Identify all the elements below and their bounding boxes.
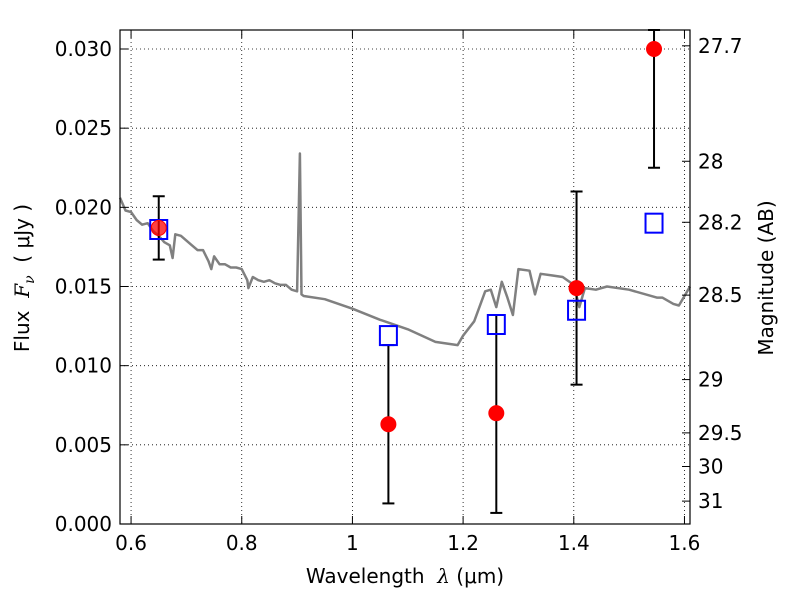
y-tick-label: 0.015 <box>55 275 112 299</box>
model-photometry-square <box>567 299 587 321</box>
mag-tick-label: 28.2 <box>698 210 743 234</box>
x-tick-label: 0.6 <box>115 531 147 555</box>
x-tick-label: 1 <box>346 531 359 555</box>
sed-layer <box>118 152 692 347</box>
mag-tick-label: 28 <box>698 149 723 173</box>
model-photometry-square <box>378 325 398 347</box>
y-tick-label: 0.020 <box>55 195 112 219</box>
plot-frame <box>119 29 691 525</box>
observed-flux-point <box>150 219 167 236</box>
x-tick-label: 1.2 <box>447 531 479 555</box>
x-axis-title: Wavelength λ (μm) <box>306 564 504 588</box>
marker-layer <box>149 41 664 433</box>
observed-flux-point <box>646 41 663 57</box>
sed-model-line <box>118 152 692 347</box>
y-tick-label: 0.030 <box>55 37 112 61</box>
y2-axis-title: Magnitude (AB) <box>754 200 778 355</box>
x-tick-label: 1.6 <box>669 531 701 555</box>
mag-tick-label: 27.7 <box>698 34 743 58</box>
model-photometry-square <box>486 314 506 335</box>
mag-tick-label: 28.5 <box>698 283 743 307</box>
y-tick-label: 0.000 <box>55 512 112 536</box>
observed-flux-point <box>380 416 397 433</box>
observed-flux-point <box>488 405 505 422</box>
model-photometry-square <box>644 212 664 234</box>
y-tick-label: 0.010 <box>55 354 112 378</box>
y-tick-label: 0.025 <box>55 116 112 140</box>
y-tick-label: 0.005 <box>55 433 112 457</box>
mag-tick-label: 29 <box>698 368 723 392</box>
x-tick-label: 1.4 <box>558 531 590 555</box>
y-axis-title: Flux Fν ( μJy ) <box>10 204 38 352</box>
mag-tick-label: 31 <box>698 489 723 513</box>
mag-tick-label: 30 <box>698 455 723 479</box>
mag-tick-label: 29.5 <box>698 421 743 445</box>
tick-layer: 0.6 0.8 1 1.2 1.4 1.6 0.000 0.005 0.010 0.015 0.02… <box>55 30 743 555</box>
observed-flux-point <box>568 280 585 297</box>
x-tick-label: 0.8 <box>226 531 258 555</box>
